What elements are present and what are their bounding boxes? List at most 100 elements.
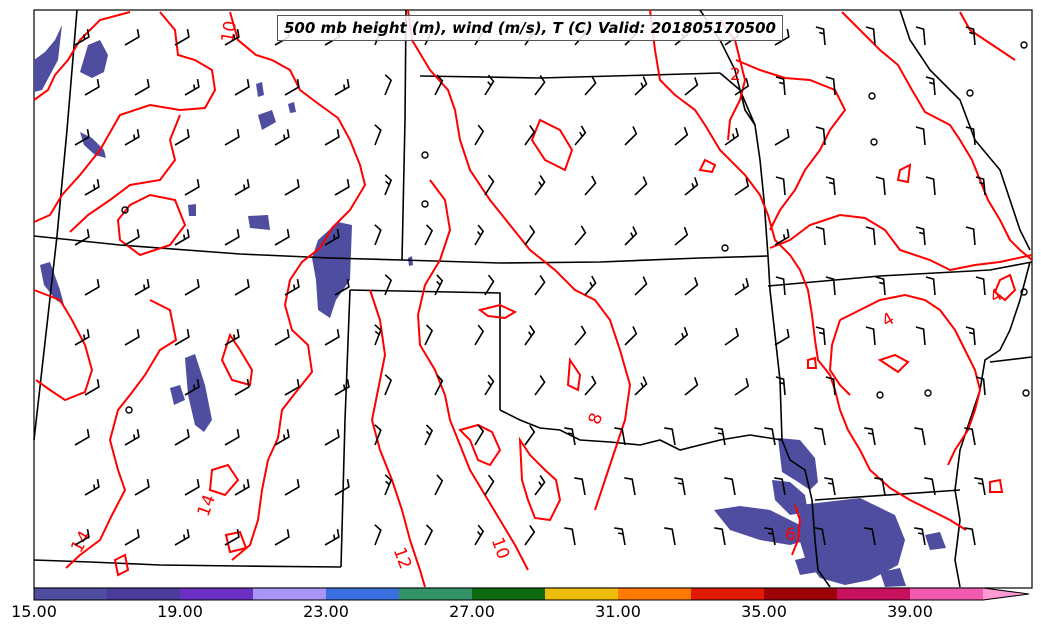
wind-barb: [574, 477, 586, 496]
wind-barb: [964, 527, 976, 546]
wind-barb: [84, 278, 100, 296]
colorbar-segment: [107, 588, 181, 600]
wind-barb: [284, 478, 300, 496]
wind-barb: [564, 527, 576, 546]
colorbar-segment: [764, 588, 838, 600]
wind-barb: [134, 278, 150, 296]
wind-barb: [124, 28, 140, 46]
wind-barb: [384, 374, 393, 396]
colorbar-segment: [545, 588, 619, 600]
wind-barb: [184, 78, 200, 96]
wind-barb: [965, 26, 976, 46]
wind-barb: [964, 427, 976, 446]
wind-barb: [84, 78, 100, 96]
wind-barb: [674, 126, 689, 146]
calm-wind-circle: [876, 391, 884, 399]
wind-barb: [74, 428, 90, 446]
wind-barb: [474, 124, 485, 146]
wind-barb: [975, 376, 986, 396]
wind-barb: [965, 326, 976, 346]
wind-barb: [524, 324, 536, 346]
wind-barb: [774, 328, 790, 346]
wind-barb: [234, 278, 250, 296]
wind-barb: [74, 28, 90, 46]
wind-barb: [915, 326, 926, 346]
colorbar-segment: [910, 588, 984, 600]
wind-barb: [284, 278, 300, 296]
wind-barb: [534, 275, 546, 296]
wind-barb: [124, 228, 140, 246]
wind-barb: [224, 328, 240, 346]
wind-barb: [814, 527, 826, 546]
wind-barb: [334, 178, 350, 196]
wind-barb: [384, 474, 393, 496]
wind-barb: [434, 74, 444, 96]
wind-barb: [814, 427, 826, 446]
wind-barb: [674, 326, 689, 346]
wind-barb: [184, 178, 200, 196]
wind-barb: [124, 528, 140, 546]
wind-barb: [174, 228, 190, 246]
wind-barb: [524, 124, 536, 146]
colorbar-segment: [472, 588, 546, 600]
wind-barb: [734, 278, 750, 296]
wind-barb: [234, 378, 250, 396]
wind-barb: [674, 477, 686, 496]
wind-barb: [334, 78, 350, 96]
wind-barb: [124, 428, 140, 446]
wind-barb: [724, 327, 740, 346]
wind-barb: [724, 127, 740, 146]
wind-barb: [274, 328, 290, 346]
colorbar-segment: [837, 588, 911, 600]
wind-barb: [324, 428, 340, 446]
wind-barb: [914, 527, 926, 546]
calm-wind-circle: [1020, 288, 1028, 296]
wind-barb: [714, 427, 726, 446]
wind-barb: [334, 278, 350, 296]
wind-barb: [914, 427, 926, 446]
wind-barb: [724, 477, 736, 496]
wind-barb: [925, 276, 936, 296]
wind-barb: [974, 477, 986, 496]
wind-barb: [624, 477, 636, 496]
wind-barb: [524, 424, 536, 446]
wind-barb: [174, 528, 190, 546]
wind-barb: [875, 176, 886, 196]
wind-barb: [664, 527, 676, 546]
wind-barb: [124, 128, 140, 146]
colorbar-tick-label: 35.00: [741, 602, 787, 621]
wind-barb: [684, 177, 699, 196]
wind-barb: [74, 228, 90, 246]
wind-barb: [84, 478, 100, 496]
wind-barb: [574, 225, 587, 246]
wind-barb: [274, 128, 290, 146]
wind-barb: [624, 126, 638, 146]
calm-wind-circle: [125, 406, 133, 414]
wind-barb: [174, 128, 190, 146]
wind-barb: [374, 324, 382, 346]
wind-barb: [925, 76, 936, 96]
wind-barb: [274, 528, 290, 546]
wind-barb: [184, 478, 200, 496]
wind-barb: [734, 78, 750, 96]
colorbar-tick-label: 27.00: [449, 602, 495, 621]
wind-barb: [84, 378, 100, 396]
wind-barb: [674, 226, 689, 246]
wind-barb: [284, 78, 300, 96]
wind-barb: [224, 128, 240, 146]
wind-barb: [915, 26, 926, 46]
wind-barb: [84, 178, 100, 196]
wind-barb: [825, 276, 836, 296]
wind-barb: [614, 427, 626, 446]
wind-barb: [564, 427, 576, 446]
wind-barb: [234, 78, 250, 96]
wind-barb: [925, 176, 936, 196]
wind-barb: [234, 478, 250, 496]
wind-barb: [774, 28, 790, 46]
wind-barb: [775, 376, 786, 396]
wind-barb: [424, 224, 434, 246]
wind-barb: [915, 126, 926, 146]
wind-barb: [825, 376, 836, 396]
wind-barb: [865, 326, 876, 346]
